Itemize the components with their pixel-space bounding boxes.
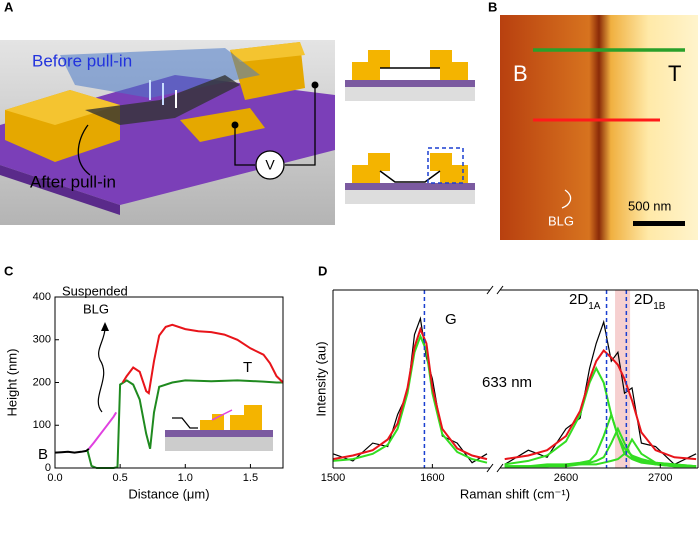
annotation: 633 nm: [482, 374, 532, 391]
axis-break: [486, 285, 494, 295]
y-tick-label: 100: [33, 419, 51, 431]
x-tick-label: 1500: [321, 472, 345, 484]
schematic-a: V Before pull-in After pull-in: [0, 40, 335, 225]
scale-bar-label: 500 nm: [628, 198, 671, 213]
spectrum-line: [504, 437, 697, 468]
x-tick-label: 0.5: [112, 472, 127, 484]
annotation: 2D1A: [569, 291, 601, 312]
plot-frame: [54, 296, 284, 469]
annotation: BLG: [83, 301, 109, 316]
annotation: G: [445, 311, 457, 328]
x-tick-label: 1.0: [178, 472, 193, 484]
y-tick-label: 400: [33, 291, 51, 303]
annotation: 2D1B: [634, 291, 666, 312]
x-tick-label: 2700: [648, 472, 672, 484]
x-tick-label: 2600: [554, 472, 578, 484]
annotation: 2D: [569, 291, 588, 308]
panel-label: C: [4, 263, 14, 278]
spectrum-line: [332, 326, 697, 461]
after-label: After pull-in: [30, 172, 116, 191]
panel-label: D: [318, 263, 327, 278]
y-axis-label: Height (nm): [4, 349, 19, 417]
afm-right-label: T: [668, 61, 681, 86]
y-tick-label: 0: [45, 462, 51, 474]
data-line: [121, 323, 284, 396]
panel-label: A: [4, 0, 14, 14]
annotation-sub: 1A: [588, 301, 601, 312]
data-line: [54, 448, 90, 454]
spectrum-line: [504, 426, 697, 468]
annotation: Suspended: [62, 283, 128, 298]
x-tick-label: 0.0: [47, 472, 62, 484]
axis-break: [496, 463, 504, 473]
spectrum-line: [504, 366, 697, 468]
annotation: T: [243, 359, 252, 376]
spectrum-line: [332, 316, 697, 466]
arrow-head: [101, 322, 109, 331]
arrow: [97, 327, 106, 413]
y-tick-label: 200: [33, 376, 51, 388]
axis-break: [496, 285, 504, 295]
annotation-sub: 1B: [653, 301, 666, 312]
afm-left-label: B: [513, 61, 528, 86]
source-label: V: [265, 157, 275, 173]
spectrum-line: [332, 333, 488, 464]
axis-break: [486, 463, 494, 473]
panel-label: B: [488, 0, 497, 14]
data-line: [88, 411, 118, 450]
x-axis-label: Distance (μm): [128, 486, 209, 501]
annotation: 2D: [634, 291, 653, 308]
x-tick-label: 1.5: [243, 472, 258, 484]
x-axis-label: Raman shift (cm⁻¹): [460, 486, 570, 501]
afm-image: B T BLG 500 nm: [500, 15, 698, 240]
afm-material-label: BLG: [548, 213, 574, 228]
inset: [165, 405, 273, 451]
y-tick-label: 300: [33, 334, 51, 346]
annotation: B: [38, 446, 48, 463]
cross-sections: [345, 50, 475, 204]
before-label: Before pull-in: [32, 51, 132, 70]
y-axis-label: Intensity (au): [313, 341, 328, 416]
x-tick-label: 1600: [420, 472, 444, 484]
